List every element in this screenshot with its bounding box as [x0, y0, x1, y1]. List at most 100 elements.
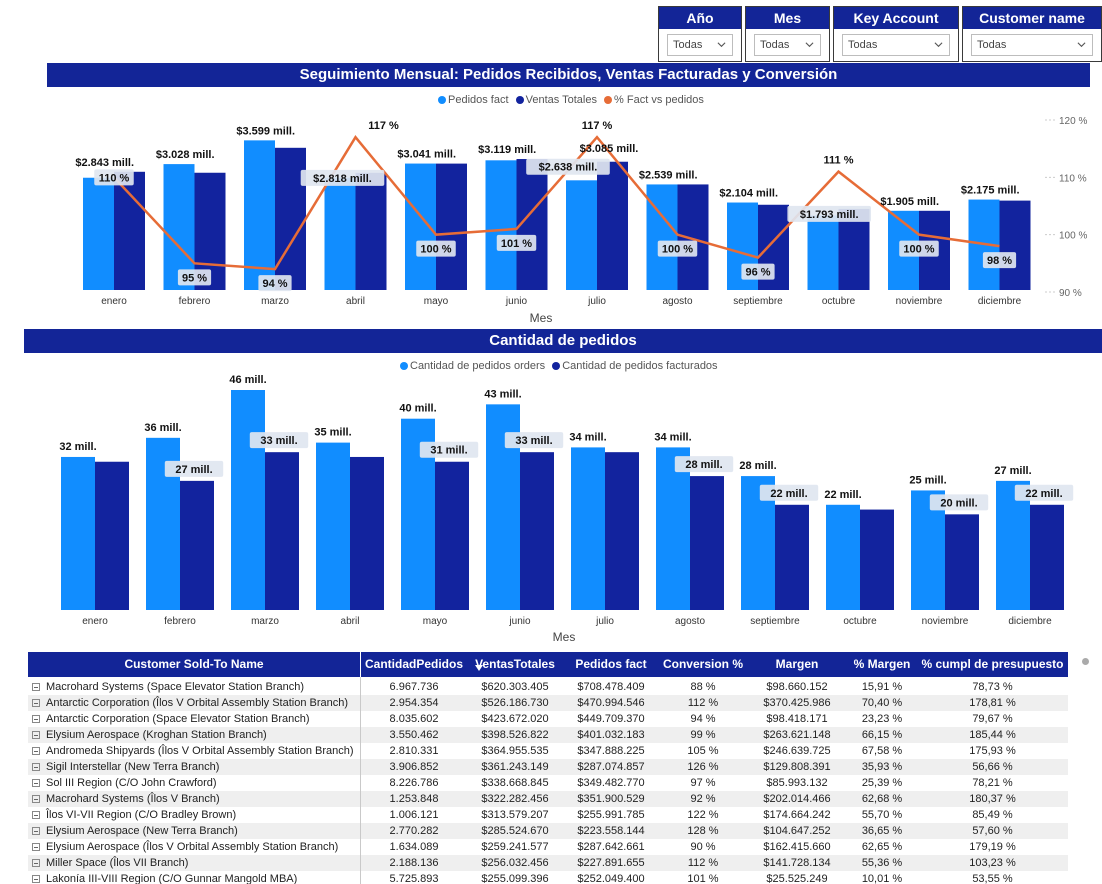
scrollbar-handle[interactable] [1082, 658, 1089, 665]
x-tick-label: julio [595, 616, 614, 627]
table-row[interactable]: Macrohard Systems (Space Elevator Statio… [28, 679, 1068, 695]
bar-pedidos-facturados [605, 452, 639, 610]
pct-label-bg [982, 252, 1017, 269]
x-tick-label: septiembre [750, 616, 800, 627]
customer-name-cell: Sigil Interstellar (New Terra Branch) [28, 759, 360, 775]
line-pct-fact-vs-pedidos [113, 135, 1000, 271]
slicer-key-account[interactable]: Key Account Todas [833, 6, 959, 62]
table-cell: $129.808.391 [763, 761, 831, 773]
legend-item-pedidos-fact[interactable]: Pedidos fact [438, 94, 509, 106]
value-label: $3.119 mill. [478, 144, 536, 156]
legend-item-facturados[interactable]: Cantidad de pedidos facturados [552, 360, 718, 372]
table-cell: $174.664.242 [763, 809, 831, 821]
column-header-3[interactable]: Pedidos fact [563, 652, 659, 677]
legend-item-ventas-totales[interactable]: Ventas Totales [515, 94, 597, 106]
column-header-7[interactable]: % cumpl de presupuesto [917, 652, 1068, 677]
expand-icon[interactable] [32, 811, 40, 819]
expand-icon[interactable] [32, 859, 40, 867]
bar-pedidos-orders [316, 442, 350, 610]
column-header-4[interactable]: Conversion % [659, 652, 747, 677]
slicer-key-account-value: Todas [848, 39, 878, 51]
expand-icon[interactable] [32, 731, 40, 739]
slicer-month-dropdown[interactable]: Todas [754, 34, 821, 56]
column-header-6[interactable]: % Margen [847, 652, 917, 677]
table-cell: 10,01 % [861, 873, 903, 884]
x-tick-label: septiembre [733, 296, 783, 307]
bar-ventas-totales [999, 200, 1031, 290]
bar-pedidos-orders [826, 504, 860, 610]
x-tick-label: febrero [179, 296, 211, 307]
value-label-extra: $3.085 mill. [580, 143, 639, 155]
expand-icon[interactable] [32, 795, 40, 803]
legend-item-pct-fact[interactable]: % Fact vs pedidos [604, 94, 704, 106]
pct-label: 94 % [262, 278, 287, 290]
table-cell: 128 % [687, 825, 719, 837]
table-row[interactable]: Elysium Aerospace (Kroghan Station Branc… [28, 727, 1068, 743]
pct-label: 96 % [745, 267, 770, 279]
pct-label: 111 % [824, 155, 854, 167]
expand-icon[interactable] [32, 747, 40, 755]
column-header-0[interactable]: Customer Sold-To Name [28, 652, 360, 677]
expand-icon[interactable] [32, 683, 40, 691]
value-label-orders: 34 mill. [654, 431, 691, 443]
expand-icon[interactable] [32, 763, 40, 771]
table-cell: 185,44 % [969, 729, 1016, 741]
value-label: $3.599 mill. [236, 125, 295, 137]
table-cell: 3.906.852 [389, 761, 439, 773]
legend-label: Pedidos fact [448, 94, 509, 106]
table-row[interactable]: Macrohard Systems (Îlos V Branch) 1.253.8… [28, 791, 1068, 807]
table-row[interactable]: Antarctic Corporation (Space Elevator St… [28, 711, 1068, 727]
table-row[interactable]: Sigil Interstellar (New Terra Branch) 3.9… [28, 759, 1068, 775]
bar-pedidos-fact [405, 163, 436, 290]
legend-item-orders[interactable]: Cantidad de pedidos orders [400, 360, 545, 372]
column-header-5[interactable]: Margen [747, 652, 847, 677]
slicer-key-account-dropdown[interactable]: Todas [842, 34, 950, 56]
pct-label: 98 % [987, 255, 1012, 267]
bar-pedidos-facturados [350, 456, 384, 610]
table-cell: 126 % [687, 761, 719, 773]
bar-pedidos-facturados [180, 480, 214, 610]
value-label: $2.175 mill. [961, 185, 1020, 197]
table-cell: $370.425.986 [763, 697, 831, 709]
x-tick-label: octubre [822, 296, 856, 307]
table-cell: $162.415.660 [763, 841, 831, 853]
expand-icon[interactable] [32, 875, 40, 883]
y2-tick-label: 100 % [1059, 231, 1087, 242]
table-cell: 2.954.354 [389, 697, 439, 709]
table-cell: 101 % [687, 873, 719, 884]
pct-label: 100 % [662, 244, 693, 256]
expand-icon[interactable] [32, 827, 40, 835]
customer-name-cell: Sol III Region (C/O John Crawford) [28, 775, 360, 791]
table-row[interactable]: Lakonía III-VIII Region (C/O Gunnar Mang… [28, 871, 1068, 884]
bar-pedidos-facturados [860, 509, 894, 610]
column-header-1[interactable]: CantidadPedidos [361, 652, 467, 677]
table-row[interactable]: Sol III Region (C/O John Crawford) 8.226.… [28, 775, 1068, 791]
table-cell: $401.032.183 [577, 729, 645, 741]
expand-icon[interactable] [32, 699, 40, 707]
slicer-customer-name-dropdown[interactable]: Todas [971, 34, 1093, 56]
y2-tick-label: 120 % [1059, 116, 1087, 127]
slicer-year-dropdown[interactable]: Todas [667, 34, 733, 56]
table-cell: $285.524.670 [481, 825, 549, 837]
expand-icon[interactable] [32, 779, 40, 787]
value-label-orders: 43 mill. [484, 388, 521, 400]
column-header-2[interactable]: VentasTotales [467, 652, 563, 677]
slicer-month[interactable]: Mes Todas [745, 6, 830, 62]
table-row[interactable]: Elysium Aerospace (Îlos V Orbital Assemb… [28, 839, 1068, 855]
value-label-bg [526, 158, 610, 175]
expand-icon[interactable] [32, 715, 40, 723]
expand-icon[interactable] [32, 843, 40, 851]
table-row[interactable]: Andromeda Shipyards (Îlos V Orbital Asse… [28, 743, 1068, 759]
table-cell: 2.188.136 [389, 857, 439, 869]
table-cell: $223.558.144 [577, 825, 645, 837]
value-label-facturados: 27 mill. [175, 464, 212, 476]
table-row[interactable]: Elysium Aerospace (New Terra Branch) 2.77… [28, 823, 1068, 839]
x-tick-label: noviembre [922, 616, 969, 627]
value-label-orders: 35 mill. [314, 427, 351, 439]
slicer-year[interactable]: Año Todas [658, 6, 742, 62]
table-row[interactable]: Antarctic Corporation (Îlos V Orbital As… [28, 695, 1068, 711]
table-row[interactable]: Miller Space (Îlos VII Branch) 2.188.136 $… [28, 855, 1068, 871]
table-row[interactable]: Îlos VI-VII Region (C/O Bradley Brown) 1.… [28, 807, 1068, 823]
table-cell: $256.032.456 [481, 857, 549, 869]
slicer-customer-name[interactable]: Customer name Todas [962, 6, 1102, 62]
